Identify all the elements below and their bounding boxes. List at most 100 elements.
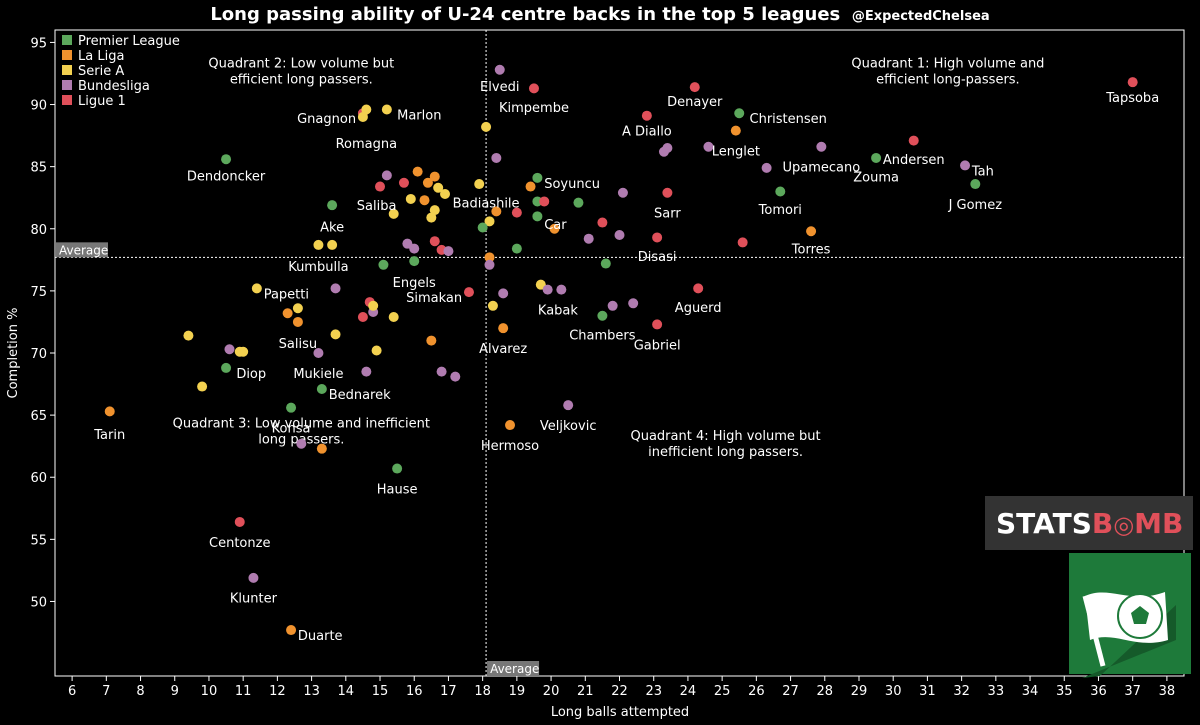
data-point: [429, 236, 440, 247]
data-point: [532, 196, 543, 207]
statsbomb-logo-accent: B: [1092, 507, 1113, 540]
point-label: Soyuncu: [544, 177, 600, 192]
data-point: [761, 162, 772, 173]
x-axis-label: Long balls attempted: [551, 705, 689, 720]
data-point: [450, 371, 461, 382]
x-tick-label: 13: [303, 684, 320, 699]
x-tick-label: 32: [953, 684, 970, 699]
data-point: [960, 160, 971, 171]
data-point: [419, 195, 430, 206]
data-point: [498, 323, 509, 334]
data-point: [498, 288, 509, 299]
quadrant-text: Quadrant 2: Low volume but: [208, 56, 394, 71]
data-point: [494, 64, 505, 75]
data-point: [371, 345, 382, 356]
point-label: Dendoncker: [187, 169, 266, 184]
x-tick-label: 22: [611, 684, 628, 699]
statsbomb-logo-text: STATSB◎MB: [996, 507, 1183, 540]
x-tick-label: 37: [1124, 684, 1141, 699]
data-point: [361, 104, 372, 115]
point-label: Duarte: [298, 629, 343, 644]
point-label: Kabak: [538, 304, 578, 319]
data-point: [292, 316, 303, 327]
x-tick-label: 14: [338, 684, 355, 699]
x-tick-label: 29: [851, 684, 868, 699]
point-label: Kimpembe: [499, 101, 569, 116]
data-point: [221, 154, 232, 165]
point-label: Tah: [971, 164, 994, 179]
y-tick-label: 80: [30, 223, 47, 238]
data-point: [477, 222, 488, 233]
football-patch-icon: [1131, 606, 1149, 624]
flag-pole-icon: [1082, 595, 1106, 667]
data-point: [412, 166, 423, 177]
data-point: [549, 223, 560, 234]
data-point: [652, 232, 663, 243]
quadrant-text: Quadrant 4: High volume but: [630, 429, 820, 444]
point-label: Diop: [236, 367, 266, 382]
statsbomb-logo: STATSB◎MB: [985, 496, 1193, 550]
x-tick-label: 17: [440, 684, 457, 699]
y-axis-label: Completion %: [6, 308, 21, 399]
data-point: [248, 572, 259, 583]
legend-swatch: [62, 35, 72, 45]
chart-subtitle: @ExpectedChelsea: [852, 9, 990, 24]
data-point: [392, 463, 403, 474]
x-tick-label: 31: [919, 684, 936, 699]
point-label: Aguerd: [675, 301, 722, 316]
data-point: [183, 330, 194, 341]
data-point: [652, 319, 663, 330]
x-tick-label: 28: [816, 684, 833, 699]
average-y-badge: [56, 242, 108, 258]
data-point: [357, 111, 368, 122]
axes: 6 7 8 9 10 11 12 13 14 15 16 17 18 19 20 21 22 23 24 25 26 27…: [30, 36, 1175, 699]
data-point: [286, 625, 297, 636]
x-tick-label: 19: [509, 684, 526, 699]
quadrant-text: efficient long passers.: [230, 72, 373, 87]
data-point: [327, 200, 338, 211]
x-tick-label: 30: [885, 684, 902, 699]
data-point: [368, 300, 379, 311]
data-point: [429, 171, 440, 182]
point-label: Romagna: [336, 137, 398, 152]
data-point: [381, 104, 392, 115]
data-point: [381, 170, 392, 181]
data-point: [313, 239, 324, 250]
data-point: [970, 179, 981, 190]
quadrant-text: Quadrant 3: Low volume and inefficient: [173, 417, 430, 432]
data-point: [689, 82, 700, 93]
x-tick-label: 33: [988, 684, 1005, 699]
average-x-label: Average: [490, 662, 539, 676]
data-point: [806, 226, 817, 237]
legend-label: Serie A: [78, 64, 124, 79]
point-label: Elvedi: [480, 80, 519, 95]
x-tick-label: 12: [269, 684, 286, 699]
point-label: Badiashile: [453, 197, 520, 212]
x-tick-label: 23: [645, 684, 662, 699]
point-label: Klunter: [230, 592, 278, 607]
data-point: [481, 121, 492, 132]
data-point: [426, 335, 437, 346]
legend-label: La Liga: [78, 49, 124, 64]
data-point: [730, 125, 741, 136]
point-label: Zouma: [853, 171, 899, 186]
point-label: Saliba: [357, 199, 397, 214]
point-label: Denayer: [667, 95, 723, 110]
x-tick-label: 18: [474, 684, 491, 699]
point-label: Bednarek: [329, 388, 391, 403]
point-label: Papetti: [264, 287, 309, 302]
quadrant-text: Quadrant 1: High volume and: [851, 56, 1044, 71]
point-label: Konsa: [272, 422, 311, 437]
legend-swatch: [62, 95, 72, 105]
point-label: Gnagnon: [297, 112, 356, 127]
data-point: [563, 400, 574, 411]
data-point: [436, 366, 447, 377]
data-point: [693, 283, 704, 294]
data-point: [292, 303, 303, 314]
data-point: [617, 187, 628, 198]
y-tick-label: 75: [30, 285, 47, 300]
data-point: [327, 239, 338, 250]
data-point: [491, 152, 502, 163]
